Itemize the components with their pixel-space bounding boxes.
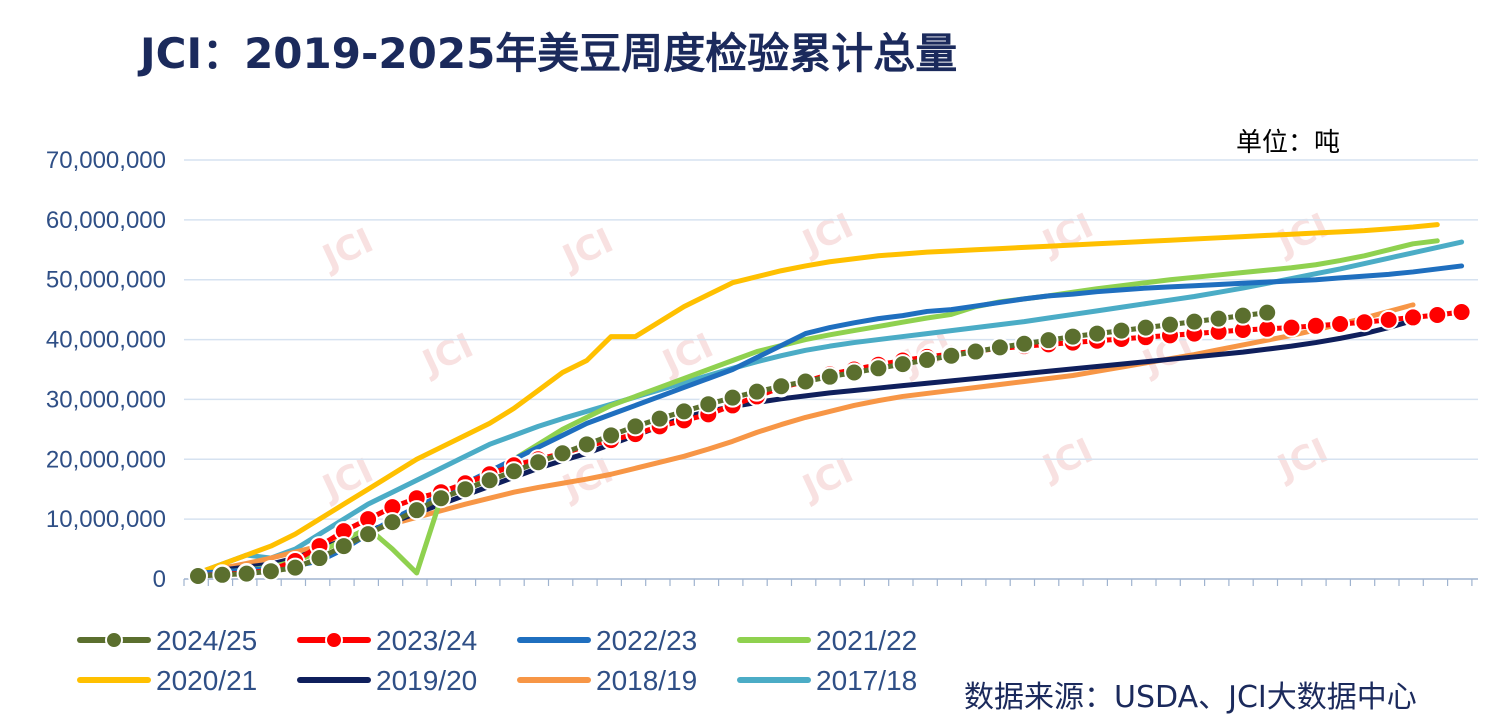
data-point bbox=[1232, 305, 1253, 326]
data-point bbox=[941, 345, 962, 366]
data-point bbox=[1208, 308, 1229, 329]
data-point bbox=[576, 434, 597, 455]
y-tick-label: 20,000,000 bbox=[46, 446, 166, 473]
legend-label: 2019/20 bbox=[376, 665, 477, 696]
data-point bbox=[1184, 311, 1205, 332]
data-point bbox=[1403, 307, 1423, 328]
series-line-2018-19 bbox=[195, 302, 1416, 576]
data-point bbox=[1354, 312, 1375, 333]
series-line-2019-20 bbox=[195, 317, 1416, 576]
legend-label: 2020/21 bbox=[156, 665, 257, 696]
data-point bbox=[1014, 333, 1035, 354]
legend-label: 2021/22 bbox=[816, 625, 917, 656]
legend-marker bbox=[325, 631, 343, 649]
data-point bbox=[698, 394, 719, 415]
series-line-2023-24 bbox=[197, 309, 1462, 579]
data-point bbox=[285, 557, 306, 578]
data-point bbox=[1281, 317, 1302, 338]
legend-marker bbox=[105, 631, 123, 649]
legend-label: 2022/23 bbox=[596, 625, 697, 656]
data-point bbox=[989, 337, 1010, 358]
series-line-2017-18 bbox=[195, 239, 1465, 576]
data-point bbox=[1427, 305, 1448, 326]
data-point bbox=[1451, 302, 1472, 323]
data-point bbox=[819, 366, 840, 387]
data-point bbox=[844, 362, 865, 383]
data-point bbox=[722, 387, 743, 408]
data-point bbox=[382, 512, 403, 533]
source-note: 数据来源：USDA、JCI大数据中心 bbox=[964, 680, 1417, 715]
legend-label: 2024/25 bbox=[156, 625, 257, 656]
data-point bbox=[917, 349, 937, 370]
data-point bbox=[1257, 302, 1278, 323]
data-point bbox=[503, 461, 524, 482]
watermark-text: JCI bbox=[555, 221, 619, 279]
unit-label: 单位：吨 bbox=[1236, 128, 1341, 158]
series-layer bbox=[188, 222, 1472, 587]
chart-title: JCI：2019-2025年美豆周度检验累计总量 bbox=[140, 29, 958, 78]
data-point bbox=[188, 566, 208, 587]
watermark-text: JCI bbox=[795, 206, 859, 264]
data-point bbox=[260, 561, 281, 582]
watermark-text: JCI bbox=[1035, 206, 1099, 264]
data-point bbox=[406, 500, 427, 521]
data-point bbox=[649, 408, 670, 429]
data-point bbox=[965, 341, 986, 362]
watermark-text: JCI bbox=[415, 326, 479, 384]
data-point bbox=[528, 452, 549, 473]
x-axis bbox=[183, 578, 1478, 586]
data-point bbox=[1087, 323, 1108, 344]
y-tick-label: 10,000,000 bbox=[46, 506, 166, 533]
data-point bbox=[1378, 309, 1399, 330]
data-point bbox=[358, 524, 379, 545]
data-point bbox=[1330, 314, 1351, 335]
data-point bbox=[674, 401, 694, 422]
y-tick-label: 40,000,000 bbox=[46, 327, 166, 354]
data-point bbox=[552, 443, 573, 464]
y-axis: 0 10,000,000 20,000,000 30,000,000 40,000,00… bbox=[46, 147, 166, 593]
data-point bbox=[431, 488, 451, 509]
data-point bbox=[212, 564, 233, 585]
data-point bbox=[771, 376, 792, 397]
data-point bbox=[625, 416, 646, 437]
legend-label: 2023/24 bbox=[376, 625, 477, 656]
watermark-text: JCI bbox=[315, 221, 379, 279]
grid-lines bbox=[184, 159, 1478, 520]
data-point bbox=[236, 563, 257, 584]
data-point bbox=[1135, 317, 1156, 338]
y-tick-label: 30,000,000 bbox=[46, 386, 166, 413]
data-point bbox=[868, 358, 889, 379]
y-tick-label: 0 bbox=[153, 566, 166, 593]
legend-label: 2018/19 bbox=[596, 665, 697, 696]
series-line-2020-21 bbox=[195, 222, 1440, 576]
legend-label: 2017/18 bbox=[816, 665, 917, 696]
data-point bbox=[1038, 330, 1059, 351]
legend: 2024/25 2023/24 2022/23 2021/22 2020/21 2019/… bbox=[77, 625, 917, 696]
data-point bbox=[746, 381, 767, 402]
y-tick-label: 60,000,000 bbox=[46, 207, 166, 234]
data-point bbox=[1160, 314, 1180, 335]
data-point bbox=[479, 470, 500, 491]
data-point bbox=[795, 371, 816, 392]
data-point bbox=[1062, 326, 1083, 347]
data-point bbox=[309, 548, 330, 569]
data-point bbox=[1305, 315, 1326, 336]
data-point bbox=[601, 425, 622, 446]
data-point bbox=[455, 479, 476, 500]
y-tick-label: 70,000,000 bbox=[46, 147, 166, 174]
data-point bbox=[1111, 320, 1132, 341]
series-line-2024-25 bbox=[197, 310, 1268, 579]
data-point bbox=[892, 354, 913, 375]
y-tick-label: 50,000,000 bbox=[46, 267, 166, 294]
data-point bbox=[333, 536, 354, 557]
series-line-2021-22 bbox=[195, 238, 1440, 576]
